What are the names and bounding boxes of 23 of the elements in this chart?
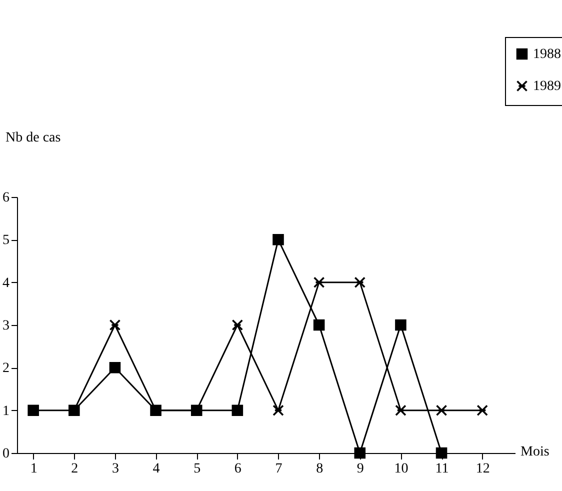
x-tick-label: 9	[356, 462, 364, 476]
legend-label: 1989	[533, 79, 561, 94]
x-tick-label: 8	[316, 462, 324, 476]
x-tick-label: 3	[112, 462, 119, 476]
x-tick-label: 4	[152, 462, 160, 476]
x-tick-label: 5	[194, 462, 201, 476]
x-tick-label: 6	[234, 462, 242, 476]
x-axis-title: Mois	[520, 444, 550, 460]
y-tick-label: 0	[2, 446, 10, 462]
y-tick-label: 3	[2, 318, 10, 334]
x-tick-label: 12	[476, 462, 490, 476]
x-tick-label: 11	[435, 462, 449, 476]
legend-label: 1988	[533, 47, 561, 62]
y-tick-label: 6	[2, 190, 10, 206]
y-axis-title: Nb de cas	[6, 130, 61, 146]
y-tick-label: 2	[2, 361, 10, 376]
x-tick-label: 7	[275, 462, 282, 476]
x-tick-label: 1	[30, 462, 38, 476]
x-tick-label: 10	[394, 462, 408, 476]
x-tick-label: 2	[71, 462, 78, 476]
y-tick-label: 5	[2, 233, 10, 248]
y-tick-label: 1	[2, 404, 10, 419]
y-tick-label: 4	[2, 276, 10, 291]
